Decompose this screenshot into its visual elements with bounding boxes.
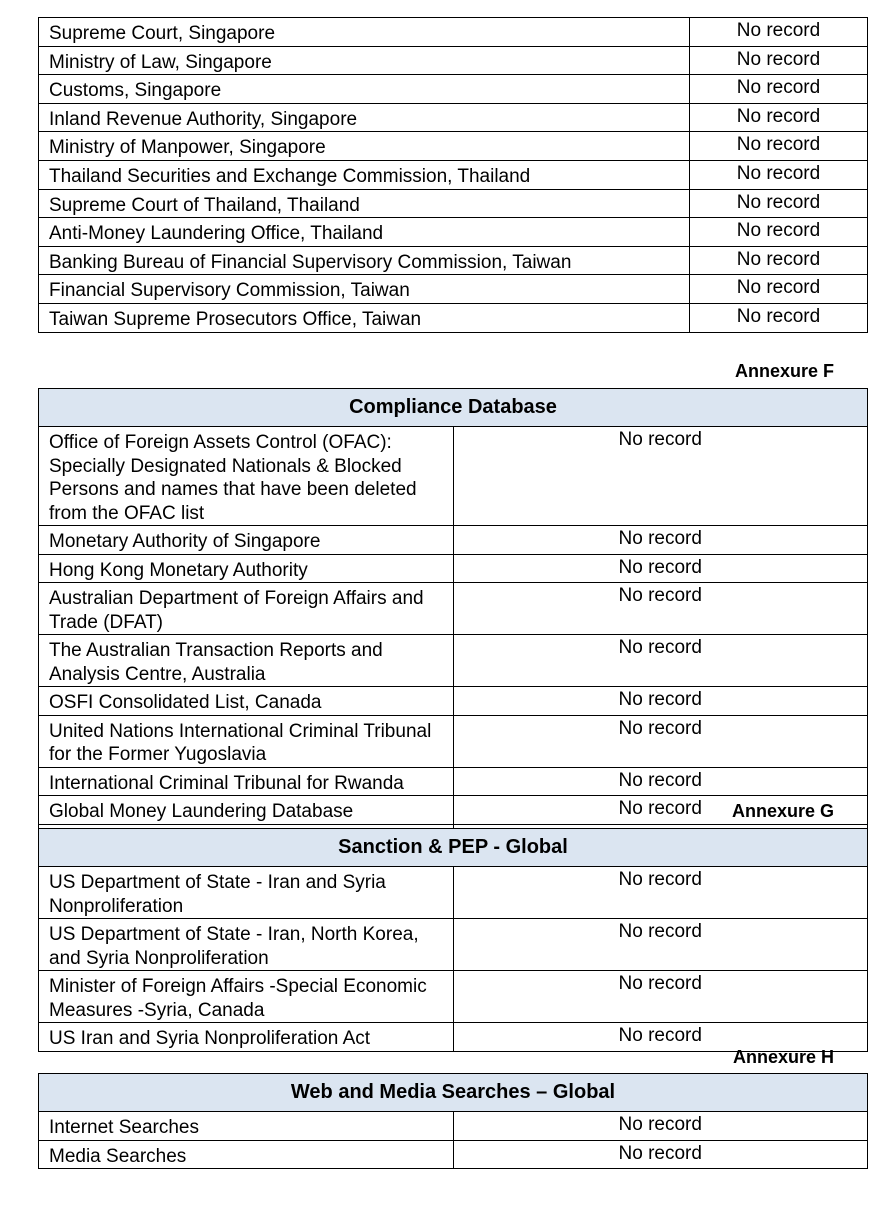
table-row: US Department of State - Iran, North Kor…	[38, 918, 868, 971]
source-name: Ministry of Law, Singapore	[38, 45, 690, 76]
record-status: No record	[689, 217, 868, 247]
record-status: No record	[452, 766, 868, 797]
source-name: Ministry of Manpower, Singapore	[38, 131, 690, 161]
record-status: No record	[452, 553, 868, 584]
source-name: Australian Department of Foreign Affairs…	[38, 582, 454, 636]
source-name: US Department of State - Iran, North Kor…	[38, 918, 454, 971]
record-status: No record	[452, 866, 868, 919]
annexure-label: Annexure G	[731, 801, 834, 821]
source-name: Customs, Singapore	[38, 74, 690, 104]
record-status: No record	[452, 525, 868, 555]
record-status: No record	[689, 159, 868, 190]
table-row: OSFI Consolidated List, Canada No record	[38, 686, 868, 716]
source-name: Inland Revenue Authority, Singapore	[38, 102, 690, 133]
record-status: No record	[689, 45, 868, 76]
record-status: No record	[452, 795, 868, 825]
record-status: No record	[689, 302, 868, 333]
source-name: US Iran and Syria Nonproliferation Act	[38, 1022, 454, 1052]
source-name: Office of Foreign Assets Control (OFAC):…	[38, 426, 454, 526]
source-name: Supreme Court of Thailand, Thailand	[38, 188, 690, 219]
record-status: No record	[689, 188, 868, 219]
record-status: No record	[689, 131, 868, 161]
record-status: No record	[452, 1022, 868, 1052]
record-status: No record	[452, 426, 868, 526]
record-status: No record	[452, 714, 868, 768]
table-header: Sanction & PEP - Global	[38, 828, 868, 867]
table-row: Media Searches No record	[38, 1139, 868, 1170]
record-status: No record	[452, 582, 868, 636]
table-row: Inland Revenue Authority, Singapore No re…	[38, 102, 868, 133]
source-name: Supreme Court, Singapore	[38, 17, 690, 47]
table-row: Customs, Singapore No record	[38, 74, 868, 104]
table-row: Internet Searches No record	[38, 1111, 868, 1141]
table-row: Global Money Laundering Database No recor…	[38, 795, 868, 825]
source-name: Taiwan Supreme Prosecutors Office, Taiwa…	[38, 302, 690, 333]
source-name: International Criminal Tribunal for Rwan…	[38, 766, 454, 797]
table-row: Australian Department of Foreign Affairs…	[38, 582, 868, 636]
record-status: No record	[689, 245, 868, 276]
annexure-label: Annexure H	[732, 1047, 834, 1067]
record-status: No record	[689, 102, 868, 133]
source-name: Banking Bureau of Financial Supervisory …	[38, 245, 690, 276]
records-table: Compliance Database Office of Foreign Ass…	[38, 388, 868, 854]
table-row: Minister of Foreign Affairs -Special Eco…	[38, 970, 868, 1023]
table-row: US Iran and Syria Nonproliferation Act No…	[38, 1022, 868, 1052]
source-name: The Australian Transaction Reports and A…	[38, 634, 454, 688]
table-row: Supreme Court of Thailand, Thailand No re…	[38, 188, 868, 219]
table-row: Monetary Authority of Singapore No record	[38, 525, 868, 555]
source-name: Minister of Foreign Affairs -Special Eco…	[38, 970, 454, 1023]
record-status: No record	[452, 970, 868, 1023]
record-status: No record	[452, 1139, 868, 1170]
record-status: No record	[452, 634, 868, 688]
source-name: Media Searches	[38, 1139, 454, 1170]
table-row: Supreme Court, Singapore No record	[38, 17, 868, 47]
table-row: Financial Supervisory Commission, Taiwan…	[38, 274, 868, 304]
table-row: International Criminal Tribunal for Rwan…	[38, 766, 868, 797]
record-status: No record	[452, 918, 868, 971]
source-name: OSFI Consolidated List, Canada	[38, 686, 454, 716]
table-row: Thailand Securities and Exchange Commiss…	[38, 159, 868, 190]
table-row: Ministry of Law, Singapore No record	[38, 45, 868, 76]
source-name: Thailand Securities and Exchange Commiss…	[38, 159, 690, 190]
table-row: Anti-Money Laundering Office, Thailand No…	[38, 217, 868, 247]
table-row: The Australian Transaction Reports and A…	[38, 634, 868, 688]
source-name: Financial Supervisory Commission, Taiwan	[38, 274, 690, 304]
record-status: No record	[689, 74, 868, 104]
record-status: No record	[452, 686, 868, 716]
records-table: Sanction & PEP - Global US Department of …	[38, 828, 868, 1052]
table-row: Hong Kong Monetary Authority No record	[38, 553, 868, 584]
record-status: No record	[689, 274, 868, 304]
records-table: Supreme Court, Singapore No record Ministr…	[38, 17, 868, 333]
source-name: Anti-Money Laundering Office, Thailand	[38, 217, 690, 247]
record-status: No record	[452, 1111, 868, 1141]
source-name: Internet Searches	[38, 1111, 454, 1141]
records-table: Web and Media Searches – Global Internet …	[38, 1073, 868, 1170]
table-row: Banking Bureau of Financial Supervisory …	[38, 245, 868, 276]
table-row: US Department of State - Iran and Syria …	[38, 866, 868, 919]
table-header: Web and Media Searches – Global	[38, 1073, 868, 1112]
table-row: Office of Foreign Assets Control (OFAC):…	[38, 426, 868, 526]
annexure-label: Annexure F	[734, 361, 834, 381]
source-name: United Nations International Criminal Tr…	[38, 714, 454, 768]
source-name: Global Money Laundering Database	[38, 795, 454, 825]
source-name: Hong Kong Monetary Authority	[38, 553, 454, 584]
table-header: Compliance Database	[38, 388, 868, 427]
table-row: Taiwan Supreme Prosecutors Office, Taiwa…	[38, 302, 868, 333]
source-name: US Department of State - Iran and Syria …	[38, 866, 454, 919]
record-status: No record	[689, 17, 868, 47]
table-row: Ministry of Manpower, Singapore No record	[38, 131, 868, 161]
table-row: United Nations International Criminal Tr…	[38, 714, 868, 768]
source-name: Monetary Authority of Singapore	[38, 525, 454, 555]
